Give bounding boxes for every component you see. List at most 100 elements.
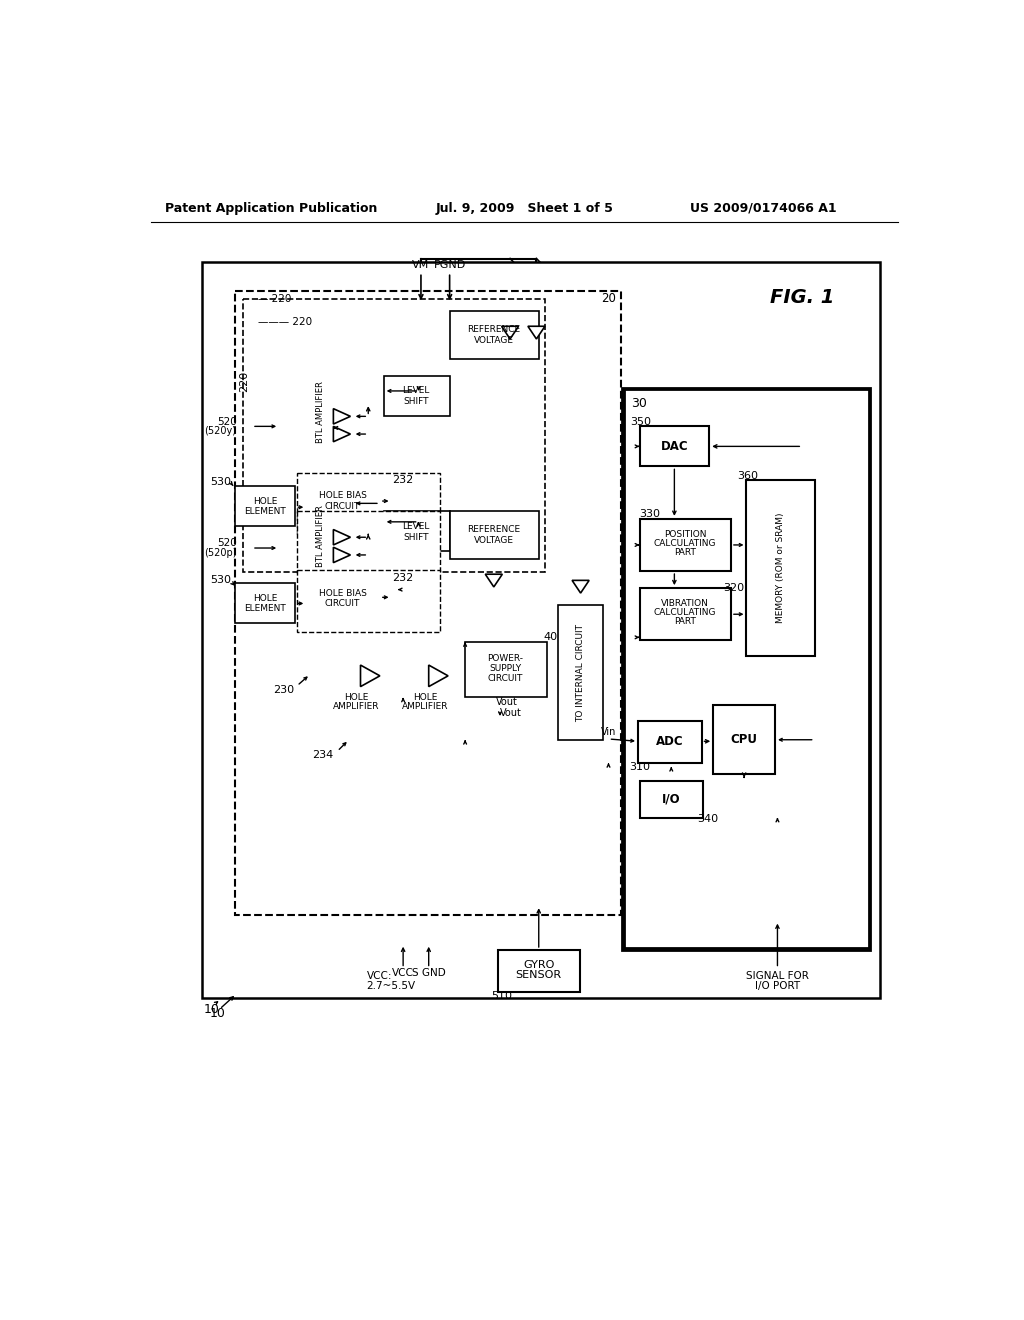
Text: HOLE: HOLE bbox=[253, 594, 278, 603]
Text: Jul. 9, 2009   Sheet 1 of 5: Jul. 9, 2009 Sheet 1 of 5 bbox=[436, 202, 613, 215]
Text: US 2009/0174066 A1: US 2009/0174066 A1 bbox=[690, 202, 837, 215]
Text: HOLE BIAS: HOLE BIAS bbox=[318, 491, 367, 500]
Polygon shape bbox=[334, 529, 350, 545]
Text: S GND: S GND bbox=[412, 968, 445, 978]
Text: 530: 530 bbox=[210, 477, 231, 487]
Bar bbox=[746, 480, 815, 656]
Text: Vout: Vout bbox=[496, 697, 518, 708]
Polygon shape bbox=[334, 548, 350, 562]
Text: BTL AMPLIFIER: BTL AMPLIFIER bbox=[315, 504, 325, 566]
Bar bbox=[202, 263, 880, 998]
Text: — 220: — 220 bbox=[258, 293, 292, 304]
Bar bbox=[234, 290, 621, 915]
Text: CALCULATING: CALCULATING bbox=[654, 539, 717, 548]
Text: POSITION: POSITION bbox=[664, 529, 707, 539]
Text: 232: 232 bbox=[392, 475, 414, 486]
Polygon shape bbox=[502, 326, 518, 339]
Polygon shape bbox=[360, 665, 380, 686]
Text: SUPPLY: SUPPLY bbox=[489, 664, 521, 673]
Text: Patent Application Publication: Patent Application Publication bbox=[165, 202, 378, 215]
Text: 310: 310 bbox=[629, 762, 650, 772]
Text: SIGNAL FOR: SIGNAL FOR bbox=[746, 972, 809, 981]
Text: ELEMENT: ELEMENT bbox=[245, 507, 286, 516]
Text: CPU: CPU bbox=[731, 733, 758, 746]
Text: CALCULATING: CALCULATING bbox=[654, 609, 717, 618]
Text: HOLE: HOLE bbox=[413, 693, 437, 702]
Text: 20: 20 bbox=[601, 292, 616, 305]
Text: SENSOR: SENSOR bbox=[516, 970, 562, 981]
Text: AMPLIFIER: AMPLIFIER bbox=[401, 702, 449, 711]
Text: REFERENCE: REFERENCE bbox=[467, 525, 520, 535]
Text: I/O: I/O bbox=[662, 792, 681, 805]
Text: 360: 360 bbox=[737, 471, 759, 480]
Bar bbox=[450, 511, 539, 558]
Bar bbox=[623, 388, 870, 950]
Text: 232: 232 bbox=[392, 573, 414, 583]
Text: 520: 520 bbox=[217, 417, 237, 426]
Text: 10: 10 bbox=[209, 1007, 225, 1019]
Bar bbox=[234, 583, 295, 623]
Polygon shape bbox=[429, 665, 449, 686]
Text: 520: 520 bbox=[217, 539, 237, 548]
Text: BTL AMPLIFIER: BTL AMPLIFIER bbox=[315, 381, 325, 444]
Bar bbox=[624, 389, 869, 949]
Text: 340: 340 bbox=[697, 814, 718, 824]
Text: 320: 320 bbox=[724, 583, 744, 593]
Text: HOLE BIAS: HOLE BIAS bbox=[318, 589, 367, 598]
Bar bbox=[640, 780, 703, 817]
Text: VOLTAGE: VOLTAGE bbox=[474, 335, 514, 345]
Polygon shape bbox=[485, 574, 503, 587]
Text: 530: 530 bbox=[210, 576, 231, 585]
Text: (520y): (520y) bbox=[205, 426, 237, 436]
Text: PART: PART bbox=[674, 618, 696, 627]
Text: VOLTAGE: VOLTAGE bbox=[474, 536, 514, 545]
Text: MEMORY (ROM or SRAM): MEMORY (ROM or SRAM) bbox=[776, 512, 785, 623]
Bar bbox=[297, 511, 440, 573]
Text: 330: 330 bbox=[639, 510, 660, 519]
Text: Vin: Vin bbox=[601, 727, 616, 737]
Bar bbox=[297, 473, 440, 535]
Text: 234: 234 bbox=[312, 750, 334, 760]
Text: VIBRATION: VIBRATION bbox=[662, 599, 710, 609]
Text: 350: 350 bbox=[631, 417, 651, 426]
Text: 510: 510 bbox=[492, 991, 512, 1001]
Text: (520p): (520p) bbox=[204, 548, 237, 557]
Bar bbox=[640, 519, 731, 572]
Text: 10: 10 bbox=[204, 1003, 219, 1016]
Text: SHIFT: SHIFT bbox=[403, 397, 429, 407]
Bar bbox=[306, 578, 380, 624]
Bar bbox=[384, 376, 450, 416]
Text: 2.7~5.5V: 2.7~5.5V bbox=[367, 981, 416, 991]
Bar bbox=[499, 950, 580, 993]
Bar bbox=[384, 511, 450, 552]
Text: FIG. 1: FIG. 1 bbox=[770, 288, 835, 306]
Bar bbox=[640, 426, 710, 466]
Polygon shape bbox=[334, 426, 350, 442]
Text: 220: 220 bbox=[240, 371, 249, 392]
Bar bbox=[640, 589, 731, 640]
Bar bbox=[558, 605, 603, 739]
Text: DAC: DAC bbox=[660, 440, 688, 453]
Text: 230: 230 bbox=[273, 685, 295, 694]
Polygon shape bbox=[528, 326, 545, 339]
Text: LEVEL: LEVEL bbox=[402, 387, 430, 396]
Bar bbox=[713, 705, 775, 775]
Text: VCC:: VCC: bbox=[367, 972, 392, 981]
Text: REFERENCE: REFERENCE bbox=[467, 325, 520, 334]
Text: Vout: Vout bbox=[500, 708, 522, 718]
Text: AMPLIFIER: AMPLIFIER bbox=[334, 702, 380, 711]
Bar bbox=[243, 298, 545, 572]
Text: 40: 40 bbox=[544, 632, 557, 643]
Polygon shape bbox=[334, 409, 350, 424]
Text: CIRCUIT: CIRCUIT bbox=[325, 502, 360, 511]
Text: VM: VM bbox=[413, 260, 430, 269]
Text: TO INTERNAL CIRCUIT: TO INTERNAL CIRCUIT bbox=[577, 624, 585, 722]
Text: POWER-: POWER- bbox=[487, 655, 523, 664]
Bar bbox=[234, 486, 295, 525]
Text: 30: 30 bbox=[632, 397, 647, 409]
Text: CIRCUIT: CIRCUIT bbox=[325, 599, 360, 609]
Bar bbox=[450, 312, 539, 359]
Text: HOLE: HOLE bbox=[253, 496, 278, 506]
Text: HOLE: HOLE bbox=[344, 693, 369, 702]
Bar bbox=[465, 642, 547, 697]
